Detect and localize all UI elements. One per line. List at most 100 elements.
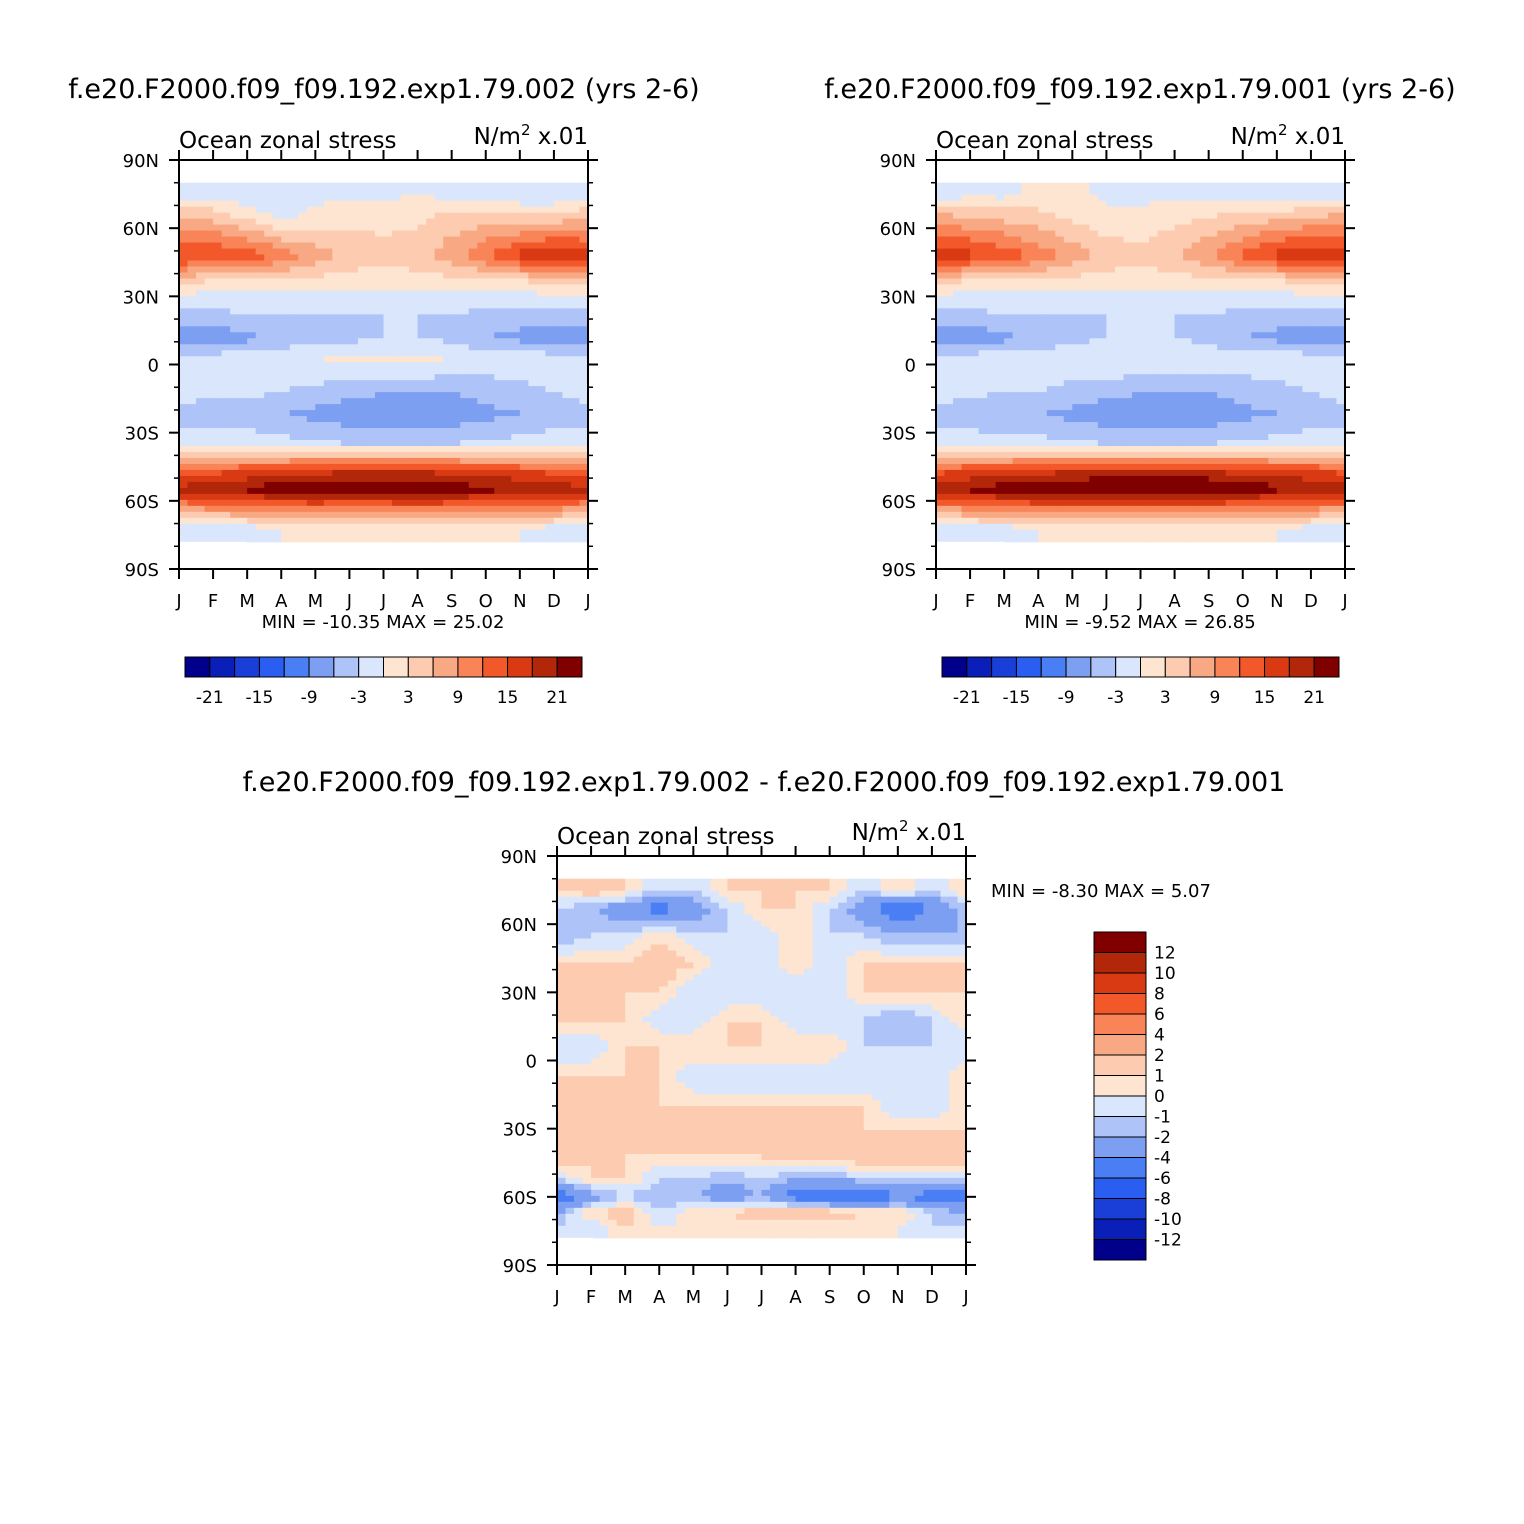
field-cell (1089, 320, 1099, 327)
field-cell (255, 296, 265, 303)
field-cell (247, 266, 257, 274)
field-cell (460, 182, 470, 190)
field-cell (272, 499, 282, 507)
field-cell (221, 481, 231, 489)
field-cell (298, 386, 308, 393)
field-cell (1242, 320, 1252, 327)
field-cell (374, 374, 385, 381)
field-cell (1021, 278, 1031, 286)
field-cell (1012, 386, 1022, 393)
field-cell (1293, 338, 1303, 345)
field-cell (545, 487, 555, 495)
field-cell (1080, 194, 1090, 202)
field-cell (179, 350, 189, 357)
field-cell (1149, 350, 1159, 357)
field-cell (1080, 350, 1090, 357)
field-cell (1276, 236, 1286, 244)
field-cell (1293, 248, 1303, 256)
field-cell (1089, 338, 1099, 345)
field-cell (460, 272, 470, 280)
colorbar-swatch (258, 656, 285, 678)
field-cell (460, 517, 470, 525)
field-cell (1276, 200, 1286, 208)
field-cell (349, 308, 359, 315)
field-cell (451, 386, 461, 393)
field-cell (944, 194, 954, 202)
field-cell (221, 451, 231, 459)
field-cell (502, 182, 512, 190)
field-cell (944, 254, 954, 262)
field-cell (332, 182, 342, 190)
field-cell (1089, 416, 1099, 423)
field-cell (1336, 182, 1346, 190)
field-cell (485, 242, 495, 250)
field-cell (1293, 350, 1303, 357)
field-cell (264, 272, 274, 280)
field-cell (1319, 278, 1329, 286)
field-cell (187, 404, 197, 411)
field-cell (1123, 242, 1133, 250)
field-cell (1097, 332, 1108, 339)
field-cell (196, 380, 206, 387)
field-cell (944, 386, 954, 393)
field-cell (1319, 386, 1329, 393)
field-cell (460, 296, 470, 303)
field-cell (332, 200, 342, 208)
field-cell (1089, 212, 1099, 220)
field-cell (1183, 290, 1193, 298)
field-cell (562, 314, 572, 321)
field-cell (944, 248, 954, 256)
field-cell (357, 182, 368, 190)
field-cell (1089, 308, 1099, 315)
colorbar-swatch (283, 656, 310, 678)
field-cell (1327, 188, 1338, 196)
field-cell (1285, 266, 1295, 274)
field-cell (221, 344, 231, 351)
field-cell (1251, 404, 1261, 411)
field-cell (987, 284, 997, 292)
field-cell (247, 469, 257, 477)
field-cell (315, 320, 325, 327)
field-cell (545, 511, 555, 519)
field-cell (553, 463, 564, 471)
field-cell (1080, 218, 1090, 226)
field-cell (1285, 224, 1295, 232)
field-cell (1004, 332, 1014, 339)
field-cell (187, 416, 197, 423)
field-cell (511, 218, 521, 226)
field-cell (1080, 362, 1090, 369)
field-cell (1004, 380, 1014, 387)
field-cell (1183, 260, 1193, 268)
field-cell (409, 440, 419, 447)
field-cell (289, 182, 299, 190)
field-cell (272, 284, 282, 292)
field-cell (272, 254, 282, 262)
field-cell (995, 236, 1005, 244)
field-cell (970, 212, 980, 220)
field-cell (196, 242, 206, 250)
field-cell (221, 428, 231, 435)
field-cell (1242, 350, 1252, 357)
field-cell (944, 350, 954, 357)
field-cell (400, 505, 410, 513)
field-cell (1149, 272, 1159, 280)
field-cell (221, 206, 231, 214)
field-cell (400, 326, 410, 333)
field-cell (426, 236, 436, 244)
field-cell (1293, 266, 1303, 274)
field-cell (281, 505, 291, 513)
field-cell (247, 523, 257, 531)
field-cell (426, 182, 436, 190)
field-cell (1080, 326, 1090, 333)
field-cell (1183, 380, 1193, 387)
field-cell (221, 416, 231, 423)
field-cell (1038, 398, 1048, 405)
field-cell (366, 308, 376, 315)
field-cell (1097, 242, 1108, 250)
field-cell (579, 505, 589, 513)
field-cell (944, 422, 954, 429)
field-cell (1319, 380, 1329, 387)
field-cell (264, 194, 274, 202)
field-cell (1021, 248, 1031, 256)
field-cell (196, 278, 206, 286)
